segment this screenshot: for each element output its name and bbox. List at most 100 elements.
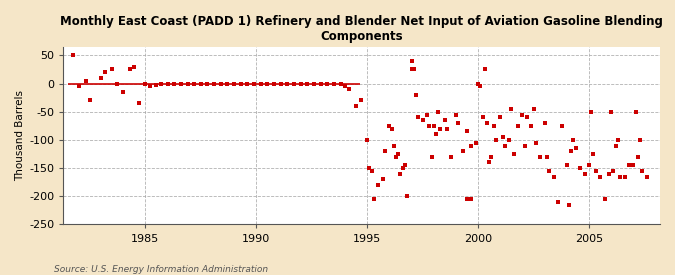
Point	[612, 138, 623, 142]
Point	[628, 163, 639, 167]
Point	[610, 143, 621, 148]
Point	[630, 109, 641, 114]
Point	[302, 81, 313, 86]
Point	[134, 101, 144, 106]
Point	[579, 172, 590, 176]
Point	[275, 81, 286, 86]
Point	[462, 129, 472, 134]
Point	[364, 166, 375, 170]
Point	[74, 84, 84, 89]
Point	[477, 115, 488, 120]
Point	[526, 124, 537, 128]
Point	[519, 143, 530, 148]
Point	[568, 138, 579, 142]
Point	[362, 138, 373, 142]
Point	[413, 115, 424, 120]
Point	[282, 81, 293, 86]
Point	[351, 104, 362, 108]
Point	[335, 81, 346, 86]
Point	[512, 124, 523, 128]
Point	[431, 132, 441, 136]
Point	[242, 81, 253, 86]
Point	[586, 109, 597, 114]
Point	[202, 81, 213, 86]
Point	[590, 169, 601, 173]
Point	[506, 107, 517, 111]
Point	[488, 124, 499, 128]
Point	[182, 81, 193, 86]
Point	[384, 124, 395, 128]
Point	[262, 81, 273, 86]
Point	[222, 81, 233, 86]
Point	[417, 118, 428, 122]
Point	[535, 155, 545, 159]
Point	[377, 177, 388, 182]
Point	[80, 79, 91, 83]
Point	[388, 143, 399, 148]
Point	[435, 126, 446, 131]
Point	[531, 141, 541, 145]
Point	[495, 115, 506, 120]
Point	[634, 138, 645, 142]
Point	[570, 146, 581, 151]
Point	[433, 109, 443, 114]
Point	[96, 76, 107, 80]
Point	[176, 81, 186, 86]
Point	[107, 67, 117, 72]
Point	[340, 84, 350, 89]
Point	[632, 155, 643, 159]
Point	[453, 121, 464, 125]
Point	[450, 112, 461, 117]
Point	[406, 59, 417, 63]
Point	[429, 124, 439, 128]
Point	[615, 174, 626, 179]
Point	[100, 70, 111, 75]
Point	[391, 155, 402, 159]
Point	[84, 98, 95, 103]
Point	[528, 107, 539, 111]
Point	[562, 163, 572, 167]
Point	[140, 81, 151, 86]
Point	[129, 64, 140, 69]
Point	[269, 81, 279, 86]
Point	[393, 152, 404, 156]
Point	[68, 53, 79, 57]
Point	[151, 83, 162, 87]
Point	[595, 174, 605, 179]
Point	[599, 197, 610, 201]
Point	[475, 84, 486, 89]
Point	[355, 98, 366, 103]
Point	[608, 169, 619, 173]
Point	[553, 200, 564, 204]
Point	[439, 118, 450, 122]
Title: Monthly East Coast (PADD 1) Refinery and Blender Net Input of Aviation Gasoline : Monthly East Coast (PADD 1) Refinery and…	[60, 15, 663, 43]
Point	[457, 149, 468, 153]
Point	[124, 67, 135, 72]
Point	[479, 67, 490, 72]
Point	[144, 84, 155, 89]
Point	[543, 169, 554, 173]
Point	[236, 81, 246, 86]
Point	[398, 166, 408, 170]
Point	[373, 183, 383, 187]
Point	[402, 194, 412, 199]
Point	[408, 67, 419, 72]
Point	[169, 81, 180, 86]
Point	[379, 149, 390, 153]
Point	[255, 81, 266, 86]
Point	[329, 81, 340, 86]
Point	[641, 174, 652, 179]
Point	[517, 112, 528, 117]
Point	[295, 81, 306, 86]
Point	[522, 115, 533, 120]
Point	[315, 81, 326, 86]
Point	[410, 93, 421, 97]
Point	[539, 121, 550, 125]
Point	[557, 124, 568, 128]
Point	[564, 203, 574, 207]
Point	[189, 81, 200, 86]
Point	[446, 155, 457, 159]
Point	[422, 112, 433, 117]
Point	[248, 81, 259, 86]
Point	[497, 135, 508, 139]
